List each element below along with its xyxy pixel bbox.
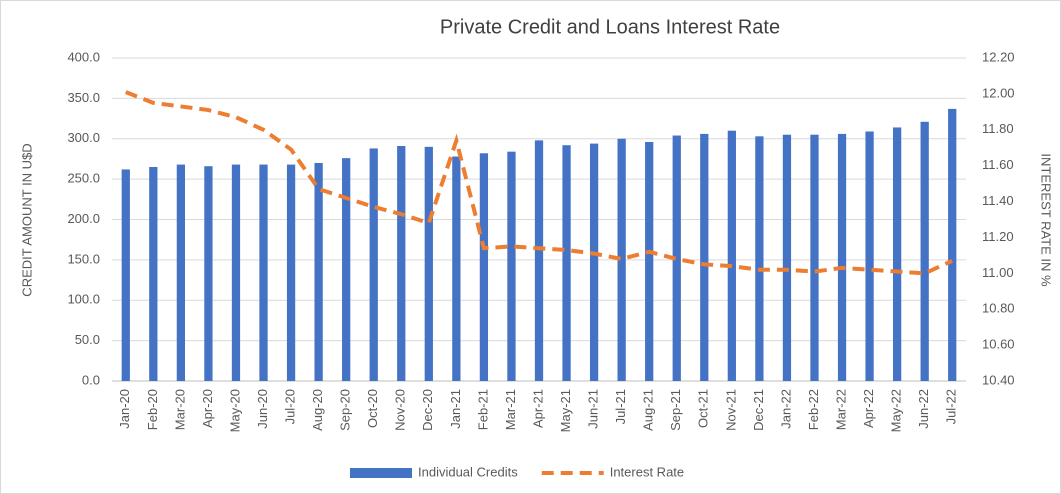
x-tick-label: Oct-20 [365, 389, 380, 428]
y2-tick-label: 11.80 [982, 121, 1014, 136]
x-tick-label: Dec-21 [751, 389, 766, 431]
x-tick-label: Jan-20 [117, 389, 132, 429]
bar [672, 135, 681, 381]
y2-tick-label: 10.60 [982, 337, 1015, 352]
x-tick-label: May-21 [558, 389, 573, 432]
x-tick-label: Aug-20 [310, 389, 325, 431]
x-tick-label: Feb-20 [145, 389, 160, 430]
bar [782, 134, 792, 381]
x-tick-label: Apr-21 [530, 389, 545, 428]
y-tick-label: 400.0 [67, 49, 100, 64]
x-tick-label: Jul-22 [944, 389, 959, 424]
y-tick-label: 150.0 [67, 251, 100, 266]
x-tick-label: Mar-20 [172, 389, 187, 430]
bar [920, 121, 929, 381]
y-tick-label: 200.0 [67, 211, 100, 226]
bar [424, 146, 433, 381]
y-tick-label: 300.0 [67, 130, 100, 145]
y2-tick-label: 11.00 [982, 265, 1014, 280]
y-tick-label: 0.0 [82, 372, 100, 387]
y-tick-label: 350.0 [67, 90, 100, 105]
bar [700, 133, 709, 381]
y2-tick-label: 11.20 [982, 229, 1014, 244]
x-tick-label: Apr-22 [861, 389, 876, 428]
y-axis-title: CREDIT AMOUNT IN U$D [19, 143, 34, 296]
y2-axis-title: INTEREST RATE IN % [1039, 153, 1054, 287]
x-tick-label: Nov-20 [393, 389, 408, 431]
y2-tick-label: 11.40 [982, 193, 1014, 208]
bar [369, 148, 378, 381]
x-tick-label: Mar-21 [503, 389, 518, 430]
bar [479, 153, 489, 381]
y-tick-label: 250.0 [67, 171, 100, 186]
bar [286, 164, 296, 381]
bar [231, 164, 241, 381]
x-tick-label: Sep-20 [338, 389, 353, 431]
y2-tick-label: 11.60 [982, 157, 1014, 172]
bar [865, 131, 874, 381]
bar [892, 127, 902, 381]
bar [342, 158, 351, 381]
chart-title: Private Credit and Loans Interest Rate [440, 16, 780, 38]
bar [534, 140, 544, 381]
y-tick-label: 50.0 [75, 332, 100, 347]
bar [645, 141, 654, 381]
bar [176, 164, 186, 381]
x-tick-label: Oct-21 [696, 389, 711, 428]
bar [727, 130, 736, 381]
bar [617, 138, 626, 381]
x-tick-label: Jun-22 [916, 389, 931, 429]
y2-tick-label: 12.00 [982, 85, 1015, 100]
x-tick-label: Jan-22 [778, 389, 793, 429]
x-tick-label: Apr-20 [200, 389, 215, 428]
bar [837, 133, 847, 381]
x-tick-label: Sep-21 [668, 389, 683, 431]
line [125, 90, 954, 276]
x-tick-label: Mar-22 [833, 389, 848, 430]
bar [589, 143, 599, 381]
x-tick-label: Nov-21 [723, 389, 738, 431]
x-tick-label: Feb-21 [475, 389, 490, 430]
x-tick-label: Dec-20 [420, 389, 435, 431]
legend-label: Individual Credits [418, 464, 518, 479]
x-tick-label: Jun-21 [586, 389, 601, 429]
y2-tick-label: 10.80 [982, 301, 1015, 316]
x-tick-label: Jul-20 [283, 389, 298, 424]
bar [397, 146, 406, 381]
bar [259, 164, 268, 381]
y-tick-label: 100.0 [67, 292, 100, 307]
bar [204, 166, 213, 381]
bar [755, 136, 764, 381]
x-tick-label: Jan-21 [448, 389, 463, 429]
legend-swatch [350, 468, 412, 478]
bar [507, 151, 516, 381]
x-tick-label: Feb-22 [806, 389, 821, 430]
x-tick-label: May-20 [227, 389, 242, 432]
bar [452, 156, 461, 381]
x-tick-label: Aug-21 [641, 389, 656, 431]
bar [562, 145, 571, 381]
bar [314, 162, 323, 381]
x-tick-label: Jul-21 [613, 389, 628, 424]
y2-tick-label: 12.20 [982, 49, 1015, 64]
legend-label: Interest Rate [610, 464, 684, 479]
bar [121, 169, 130, 381]
bar [149, 167, 158, 381]
x-tick-label: Jun-20 [255, 389, 270, 429]
bar [948, 108, 957, 381]
bar [810, 134, 819, 381]
y2-tick-label: 10.40 [982, 372, 1015, 387]
x-tick-label: May-22 [889, 389, 904, 432]
